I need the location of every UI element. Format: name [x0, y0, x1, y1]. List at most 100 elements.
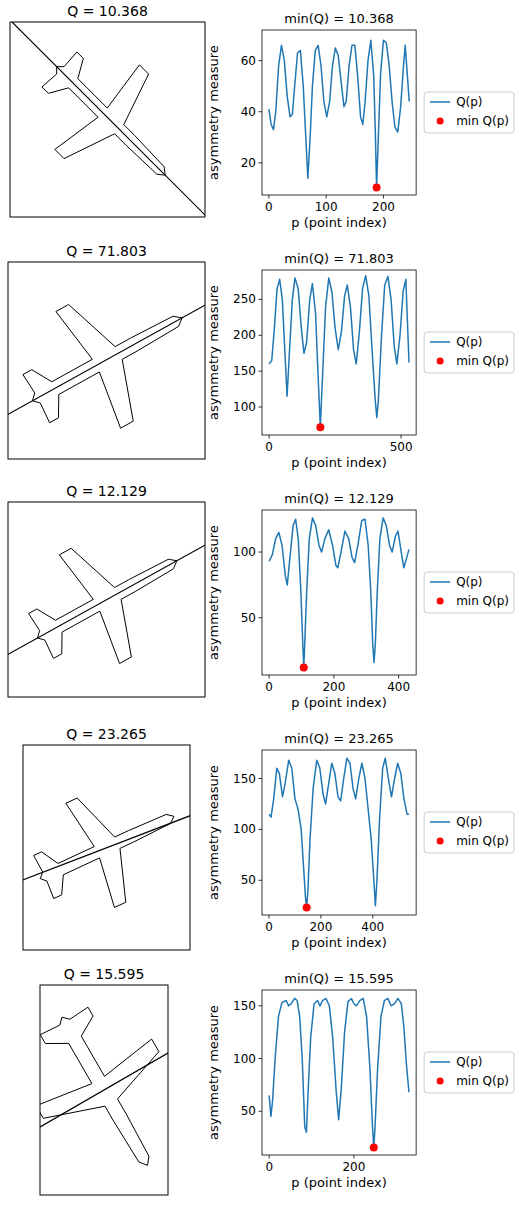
legend-label: Q(p)	[456, 815, 482, 829]
figure: Q = 10.368Q = 71.803Q = 12.129Q = 23.265…	[0, 0, 520, 1226]
y-tick	[259, 299, 263, 300]
x-tick-label: 0	[265, 440, 273, 454]
plot-marks	[269, 40, 409, 191]
chart-title: min(Q) = 12.129	[284, 491, 394, 506]
legend-frame	[424, 92, 514, 133]
min-point	[373, 183, 381, 191]
y-tick-label: 100	[233, 545, 256, 559]
legend-label: Q(p)	[456, 95, 482, 109]
legend-label: min Q(p)	[456, 1074, 509, 1088]
legend-line	[430, 581, 450, 583]
x-tick-label: 200	[309, 920, 332, 934]
symmetry-line	[40, 985, 168, 1195]
q-curve	[269, 998, 409, 1147]
x-tick-label: 100	[315, 200, 338, 214]
plot-marks	[269, 276, 409, 432]
y-tick	[259, 617, 263, 618]
y-axis-title: asymmetry measure	[206, 765, 221, 900]
min-point	[370, 1144, 378, 1152]
legend: Q(p) min Q(p)	[424, 812, 514, 853]
x-tick	[269, 1155, 270, 1159]
x-tick	[326, 195, 327, 199]
image-content	[10, 22, 205, 217]
symmetry-line	[8, 262, 205, 459]
axes-frame	[262, 990, 416, 1155]
x-tick	[268, 195, 269, 199]
x-tick-label: 200	[322, 680, 345, 694]
y-axis-title: asymmetry measure	[206, 45, 221, 180]
x-axis-title: p (point index)	[291, 695, 386, 710]
q-curve	[269, 518, 409, 668]
image-title: Q = 12.129	[66, 483, 147, 499]
q-curve	[269, 276, 409, 428]
y-tick	[259, 1111, 263, 1112]
chart-title: min(Q) = 15.595	[284, 971, 394, 986]
legend: Q(p) min Q(p)	[424, 332, 514, 373]
y-axis-title: asymmetry measure	[206, 1005, 221, 1140]
x-tick	[269, 675, 270, 679]
image-content	[8, 262, 205, 459]
legend-label: min Q(p)	[456, 354, 509, 368]
x-axis-title: p (point index)	[291, 1175, 386, 1190]
axes-frame	[262, 270, 416, 435]
q-curve	[269, 40, 409, 187]
y-tick-label: 200	[233, 328, 256, 342]
legend-label: min Q(p)	[456, 594, 509, 608]
x-tick-label: 0	[265, 200, 273, 214]
min-point	[303, 904, 311, 912]
image-frame	[23, 745, 190, 950]
legend-frame	[424, 572, 514, 613]
y-tick-label: 150	[233, 999, 256, 1013]
x-tick	[398, 675, 399, 679]
x-axis-title: p (point index)	[291, 935, 386, 950]
legend-label: Q(p)	[456, 1055, 482, 1069]
plot-marks	[269, 998, 409, 1151]
y-tick-label: 150	[233, 772, 256, 786]
y-tick	[259, 778, 263, 779]
y-tick-label: 100	[233, 1052, 256, 1066]
y-tick-label: 100	[233, 822, 256, 836]
chart-title: min(Q) = 71.803	[284, 251, 394, 266]
y-tick	[259, 111, 263, 112]
x-tick	[383, 195, 384, 199]
plot-marks	[269, 758, 409, 911]
x-tick-label: 500	[390, 440, 413, 454]
x-tick-label: 0	[265, 680, 273, 694]
image-frame	[8, 502, 205, 697]
legend-label: Q(p)	[456, 575, 482, 589]
image-frame	[8, 262, 205, 459]
image-title: Q = 15.595	[64, 966, 145, 982]
plot-marks	[269, 518, 409, 672]
image-frame	[40, 985, 168, 1195]
axes-frame	[262, 510, 416, 675]
y-tick	[259, 60, 263, 61]
y-tick-label: 40	[241, 105, 256, 119]
legend: Q(p)min Q(p)	[424, 92, 514, 133]
legend-marker	[437, 1078, 444, 1085]
image-frame	[10, 22, 205, 217]
y-tick	[259, 371, 263, 372]
legend-frame	[424, 1052, 514, 1093]
x-tick-label: 0	[265, 1160, 273, 1174]
x-tick-label: 400	[387, 680, 410, 694]
airplane-outline	[8, 262, 205, 459]
chart-title: min(Q) = 23.265	[284, 731, 394, 746]
y-tick	[259, 880, 263, 881]
legend-marker	[437, 118, 444, 125]
y-tick	[259, 162, 263, 163]
legend-label: min Q(p)	[456, 834, 509, 848]
legend-frame	[424, 332, 514, 373]
y-tick-label: 250	[233, 292, 256, 306]
y-tick	[259, 335, 263, 336]
x-tick	[333, 675, 334, 679]
y-tick-label: 20	[241, 156, 256, 170]
y-tick	[259, 407, 263, 408]
y-tick	[259, 552, 263, 553]
legend-label: Q(p)	[456, 335, 482, 349]
legend-line	[430, 1061, 450, 1063]
legend-line	[430, 341, 450, 343]
x-tick	[372, 915, 373, 919]
legend: Q(p) min Q(p)	[424, 1052, 514, 1093]
x-tick	[353, 1155, 354, 1159]
x-tick	[269, 915, 270, 919]
